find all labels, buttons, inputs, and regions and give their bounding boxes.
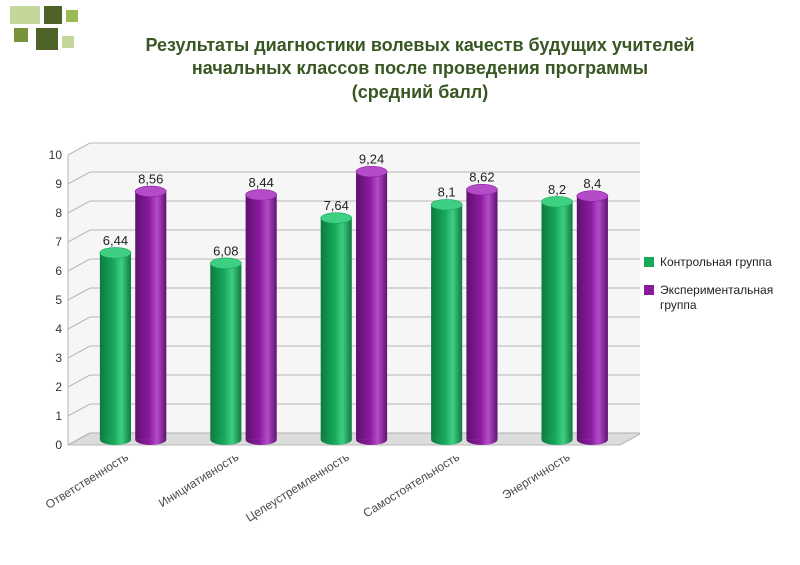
bar (135, 191, 166, 439)
category-label: Энергичность (500, 450, 573, 503)
deco-square (66, 10, 78, 22)
data-label: 8,44 (249, 175, 274, 190)
y-tick-label: 1 (55, 409, 62, 423)
category-labels: Ответственность ИнициативностьЦелеустремл… (43, 450, 572, 525)
category-label: Ответственность (43, 450, 131, 512)
bar (246, 195, 277, 440)
title-line: начальных классов после проведения прогр… (80, 57, 760, 80)
y-tick-label: 3 (55, 351, 62, 365)
deco-square (44, 6, 62, 24)
data-label: 9,24 (359, 152, 384, 167)
bar (356, 172, 387, 440)
legend: Контрольная группа Экспериментальная груп… (644, 255, 774, 326)
title-line: (средний балл) (80, 81, 760, 104)
data-label: 7,64 (324, 198, 349, 213)
legend-swatch (644, 257, 654, 267)
data-label: 8,1 (438, 185, 456, 200)
y-tick-label: 6 (55, 264, 62, 278)
data-label: 6,08 (213, 243, 238, 258)
category-label: Инициативность (156, 450, 241, 510)
legend-swatch (644, 285, 654, 295)
bar (431, 205, 462, 440)
title-line: Результаты диагностики волевых качеств б… (80, 34, 760, 57)
bar (321, 218, 352, 440)
category-label: Самостоятельность (361, 450, 462, 521)
y-tick-label: 2 (55, 380, 62, 394)
bar (541, 202, 572, 440)
legend-item: Контрольная группа (644, 255, 774, 269)
data-label: 6,44 (103, 233, 128, 248)
y-tick-label: 9 (55, 177, 62, 191)
y-tick-label: 7 (55, 235, 62, 249)
deco-square (14, 28, 28, 42)
y-tick-label: 0 (55, 438, 62, 452)
deco-square (36, 28, 58, 50)
legend-label: Контрольная группа (660, 255, 772, 269)
data-label: 8,56 (138, 171, 163, 186)
deco-square (10, 6, 40, 24)
data-label: 8,4 (583, 176, 601, 191)
data-label: 8,62 (469, 170, 494, 185)
y-tick-label: 10 (49, 148, 63, 162)
legend-item: Экспериментальная группа (644, 283, 774, 312)
category-label: Целеустремленность (243, 450, 351, 525)
y-tick-label: 8 (55, 206, 62, 220)
bar (577, 196, 608, 440)
bar (210, 263, 241, 439)
bar (100, 253, 131, 440)
bar (466, 190, 497, 440)
deco-square (62, 36, 74, 48)
slide-title: Результаты диагностики волевых качеств б… (80, 34, 760, 104)
bar-chart: 0 1 2 3 4 5 6 7 8 9 10 Ответственность Инициативност… (20, 135, 780, 545)
y-tick-label: 4 (55, 322, 62, 336)
data-label: 8,2 (548, 182, 566, 197)
y-tick-label: 5 (55, 293, 62, 307)
legend-label: Экспериментальная группа (660, 283, 774, 312)
